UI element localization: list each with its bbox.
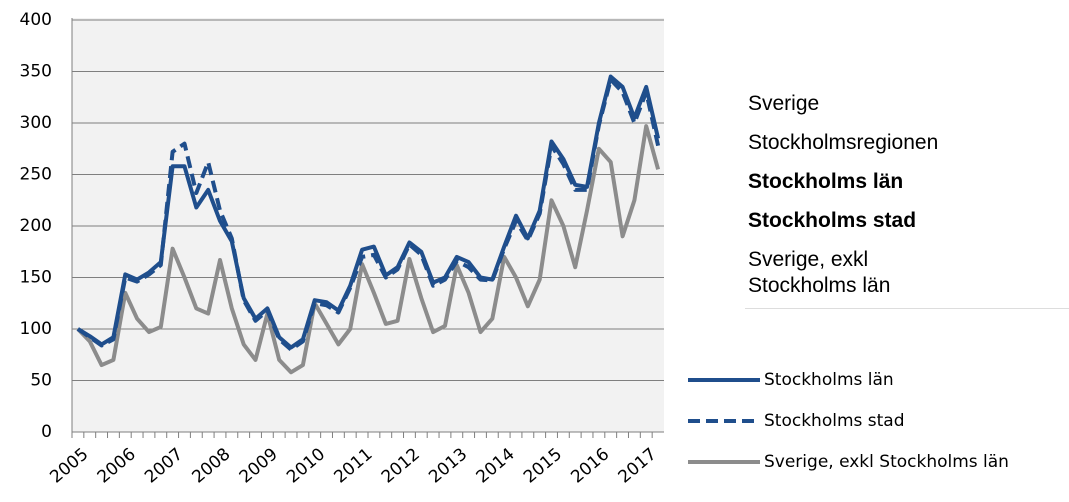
x-tick-label: 2010 [283,444,329,487]
legend-label: Sverige, exkl Stockholms län [764,452,1009,472]
x-tick-label: 2016 [567,444,613,487]
x-tick-label: 2011 [331,444,377,487]
side-item[interactable]: Sverige, exkl Stockholms län [748,247,891,297]
y-tick-label: 300 [20,113,52,133]
plot-area [72,18,664,432]
x-tick-label: 2005 [46,444,92,487]
side-item[interactable]: Stockholms stad [748,208,917,232]
y-tick-label: 100 [20,319,52,339]
y-tick-label: 50 [30,371,52,391]
series-line [76,74,661,350]
y-tick-label: 250 [20,165,52,185]
series-line [76,77,661,352]
y-tick-label: 150 [20,268,52,288]
x-tick-label: 2017 [615,444,661,487]
x-tick-label: 2013 [425,444,471,487]
side-item[interactable]: Stockholms län [748,169,904,193]
side-item[interactable]: Stockholmsregionen [748,130,939,154]
x-tick-label: 2009 [236,444,282,487]
side-item[interactable]: Sverige [748,91,820,115]
y-tick-label: 400 [20,10,52,30]
x-tick-label: 2014 [473,444,519,487]
x-tick-label: 2015 [520,444,566,487]
x-tick-label: 2007 [141,444,187,487]
x-tick-label: 2012 [378,444,424,487]
y-tick-label: 0 [41,422,52,442]
x-tick-label: 2008 [188,444,234,487]
side-list: Sverige Stockholmsregionen Stockholms län S… [748,84,948,305]
series-line [76,124,661,375]
divider [745,308,1069,309]
x-tick-label: 2006 [94,444,140,487]
y-tick-label: 350 [20,62,52,82]
legend-label: Stockholms län [764,370,894,390]
legend-label: Stockholms stad [764,411,905,431]
y-tick-label: 200 [20,216,52,236]
